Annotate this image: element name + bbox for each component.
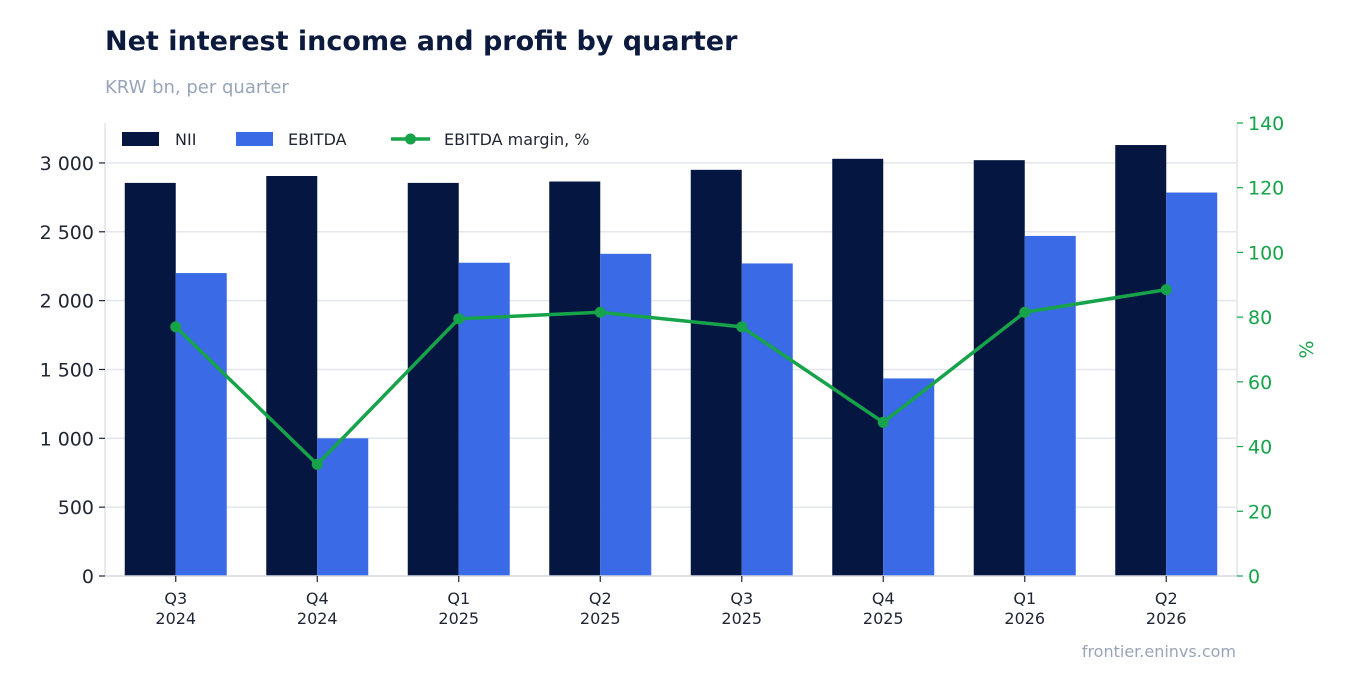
bar-nii [407, 182, 459, 576]
legend-swatch-nii [122, 132, 159, 146]
bar-ebitda [600, 253, 652, 576]
x-tick-label: Q3 2024 [155, 589, 196, 628]
x-tick-label: Q1 2025 [438, 589, 479, 628]
margin-point [877, 416, 889, 428]
bar-nii [266, 176, 318, 577]
y-right-tick-label: 40 [1248, 437, 1272, 459]
bars [124, 145, 1218, 577]
bar-nii [549, 181, 601, 576]
x-tick-label: Q2 2026 [1146, 589, 1187, 628]
y-right-tick-label: 140 [1248, 113, 1284, 135]
margin-point [453, 313, 465, 325]
margin-line [170, 284, 1172, 470]
y-right-tick-label: 100 [1248, 242, 1284, 264]
y-left-tick-label: 1 500 [40, 359, 94, 381]
margin-point [1019, 306, 1031, 318]
bar-nii [1115, 145, 1167, 576]
x-tick-label: Q3 2025 [721, 589, 762, 628]
y-left-tick-label: 2 000 [40, 291, 94, 313]
chart-title: Net interest income and profit by quarte… [105, 26, 738, 57]
legend-label-ebitda: EBITDA [288, 130, 347, 149]
legend-swatch-ebitda [236, 132, 273, 146]
bar-ebitda [458, 262, 510, 576]
bar-nii [124, 182, 176, 576]
margin-point [736, 321, 748, 333]
x-tick-label: Q2 2025 [580, 589, 621, 628]
y-right-tick-label: 120 [1248, 178, 1284, 200]
y-right-tick-label: 80 [1248, 307, 1272, 329]
margin-line-path [174, 287, 1167, 467]
chart-subtitle: KRW bn, per quarter [105, 77, 289, 98]
legend-label-margin: EBITDA margin, % [444, 130, 589, 149]
margin-point [1160, 284, 1172, 296]
x-tick-label: Q4 2024 [297, 589, 338, 628]
bar-ebitda [317, 438, 369, 576]
bar-nii [690, 169, 742, 577]
bar-nii [832, 158, 884, 577]
x-tick-label: Q4 2025 [863, 589, 904, 628]
legend: NII EBITDA EBITDA margin, % [122, 130, 589, 149]
x-tick-label: Q1 2026 [1004, 589, 1045, 628]
source-label: frontier.eninvs.com [1081, 642, 1236, 661]
bar-ebitda [741, 263, 793, 576]
y-right-axis-label: % [1296, 340, 1318, 358]
legend-swatch-margin-marker [405, 133, 416, 145]
margin-point [311, 458, 323, 470]
y-right-tick-label: 20 [1248, 501, 1272, 523]
margin-point [594, 306, 606, 318]
y-left-tick-label: 3 000 [40, 153, 94, 175]
y-left-tick-label: 500 [58, 497, 94, 519]
margin-point [170, 321, 182, 333]
axes: 0 500 1 000 1 500 2 000 2 500 3 000 0 20 40 60 80 10… [40, 113, 1318, 628]
y-left-tick-label: 2 500 [40, 222, 94, 244]
bar-ebitda [175, 273, 227, 576]
bar-ebitda [1024, 235, 1076, 577]
bar-ebitda [883, 378, 935, 576]
y-right-tick-label: 60 [1248, 372, 1272, 394]
bar-nii [973, 160, 1025, 577]
y-left-tick-label: 0 [82, 566, 94, 588]
legend-label-nii: NII [175, 130, 196, 149]
y-left-tick-label: 1 000 [40, 428, 94, 450]
y-right-tick-label: 0 [1248, 566, 1260, 588]
bar-ebitda [1166, 192, 1218, 576]
